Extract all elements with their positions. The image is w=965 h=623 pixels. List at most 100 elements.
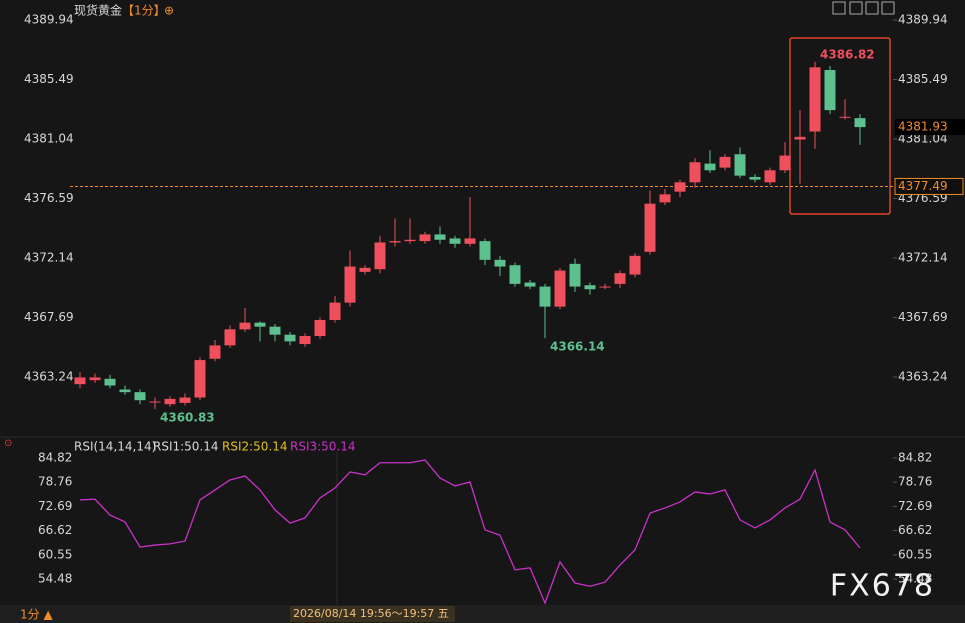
last-price-label: 4381.93 <box>898 120 948 134</box>
y-tick-label: 78.76 <box>38 475 72 489</box>
candle-body <box>794 136 806 140</box>
y-tick-label-right: 4367.69 <box>898 310 948 324</box>
candle-body <box>839 116 851 118</box>
candle-body <box>689 162 701 183</box>
candle-body <box>509 265 521 284</box>
price-line-box <box>894 177 964 195</box>
candle-body <box>809 67 821 132</box>
y-tick-label: 4367.69 <box>24 310 74 324</box>
y-tick-label-right: 4363.24 <box>898 369 948 383</box>
candle-body <box>374 242 386 270</box>
candle-body <box>674 182 686 192</box>
period: 【1分】 <box>122 4 166 18</box>
candle-body <box>659 194 671 203</box>
tool-button[interactable] <box>865 1 879 15</box>
footer-period[interactable]: 1分 ▲ <box>20 608 53 622</box>
watermark: FX678 <box>830 569 935 604</box>
annotation: 4386.82 <box>820 48 875 62</box>
rsi-line <box>79 459 861 605</box>
candle-body <box>764 170 776 183</box>
price-line-label: 4377.49 <box>898 179 948 193</box>
candle-body <box>704 163 716 171</box>
tool-button[interactable] <box>881 1 895 15</box>
y-tick-label: 4372.14 <box>24 250 74 264</box>
candle-body <box>584 285 596 290</box>
y-tick-label: 84.82 <box>38 450 72 464</box>
crosshair-icon[interactable]: ⊕ <box>164 4 174 18</box>
candle-body <box>254 322 266 327</box>
candle-body <box>629 255 641 275</box>
candle-body <box>599 286 611 288</box>
candle-body <box>359 267 371 272</box>
candle-body <box>434 234 446 240</box>
candle-body <box>104 378 116 386</box>
annotation: 4360.83 <box>160 411 215 425</box>
indicator-icon[interactable]: ⊙ <box>4 438 12 449</box>
y-tick-label: 4363.24 <box>24 369 74 383</box>
y-tick-label: 54.48 <box>38 572 72 586</box>
candle-body <box>404 239 416 242</box>
y-tick-label-right: 4385.49 <box>898 72 948 86</box>
y-tick-label-right: 4372.14 <box>898 250 948 264</box>
highlight-box <box>789 37 891 215</box>
legend-entry: RSI2:50.14 <box>222 440 288 454</box>
candle-body <box>284 334 296 342</box>
toolbar <box>832 1 895 15</box>
candle-body <box>329 302 341 320</box>
candle-body <box>494 259 506 267</box>
candle-body <box>134 392 146 401</box>
candle-body <box>824 70 836 111</box>
chart-title: 现货黄金 <box>74 3 122 18</box>
candle-body <box>554 270 566 307</box>
tool-button[interactable] <box>849 1 863 15</box>
candle-body <box>149 401 161 403</box>
candle-body <box>179 397 191 403</box>
candle-body <box>209 345 221 359</box>
y-tick-label-right: 60.55 <box>898 547 932 561</box>
y-tick-label: 4389.94 <box>24 13 74 27</box>
candle-body <box>74 377 86 385</box>
candle-body <box>344 266 356 303</box>
candle-body <box>119 389 131 393</box>
candle-body <box>539 286 551 307</box>
candle-body <box>449 238 461 244</box>
legend-entry: RSI1:50.14 <box>153 440 219 454</box>
y-tick-label-right: 78.76 <box>898 475 932 489</box>
y-tick-label-right: 4389.94 <box>898 13 948 27</box>
candle-body <box>734 154 746 176</box>
y-tick-label-right: 72.69 <box>898 499 932 513</box>
y-tick-label: 4381.04 <box>24 131 74 145</box>
y-tick-label: 4385.49 <box>24 72 74 86</box>
candle-body <box>854 118 866 128</box>
y-tick-label-right: 84.82 <box>898 450 932 464</box>
candle-body <box>89 377 101 381</box>
last-price-box <box>895 119 965 136</box>
candle-body <box>524 282 536 287</box>
candle-body <box>389 241 401 243</box>
indicator-title: RSI(14,14,14) <box>74 440 156 454</box>
candle-body <box>194 360 206 398</box>
candle-body <box>464 238 476 244</box>
candle-body <box>299 336 311 345</box>
footer-bar <box>0 605 965 623</box>
y-tick-label: 66.62 <box>38 523 72 537</box>
candle-body <box>479 241 491 260</box>
candle-body <box>644 203 656 252</box>
candle-body <box>779 155 791 171</box>
legend-entry: RSI3:50.14 <box>290 440 356 454</box>
candle-body <box>719 156 731 168</box>
candle-body <box>419 234 431 242</box>
candle-body <box>569 263 581 287</box>
tool-button[interactable] <box>832 1 846 15</box>
y-tick-label-right: 66.62 <box>898 523 932 537</box>
footer-time: 2026/08/14 19:56～19:57 五 <box>293 607 449 620</box>
y-tick-label: 60.55 <box>38 547 72 561</box>
candle-body <box>614 273 626 284</box>
y-tick-label: 72.69 <box>38 499 72 513</box>
candle-body <box>224 329 236 346</box>
candle-body <box>164 398 176 405</box>
time-box <box>290 606 455 622</box>
y-tick-label: 4376.59 <box>24 191 74 205</box>
